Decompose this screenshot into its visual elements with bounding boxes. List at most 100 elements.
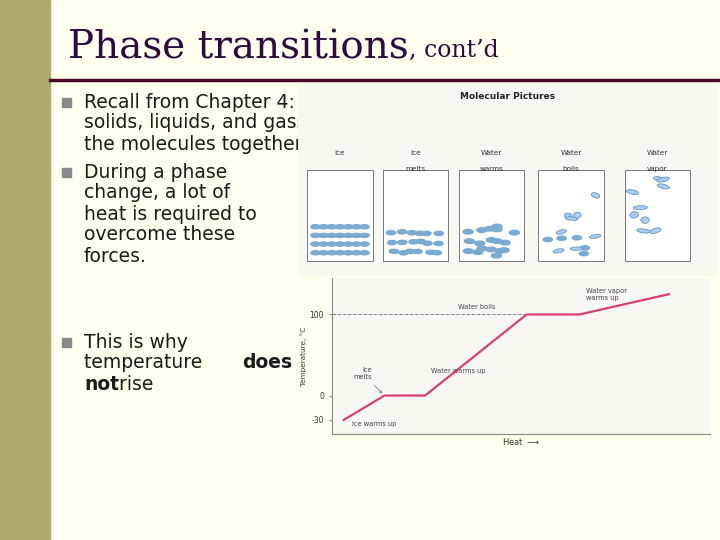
Circle shape — [327, 225, 336, 229]
Text: forces.: forces. — [84, 246, 147, 266]
Circle shape — [343, 251, 353, 255]
Text: does: does — [242, 354, 292, 373]
Text: Ice
melts: Ice melts — [354, 367, 382, 393]
Text: melts: melts — [405, 166, 426, 172]
Circle shape — [409, 240, 418, 244]
Circle shape — [499, 248, 509, 252]
Circle shape — [477, 246, 487, 251]
Circle shape — [474, 241, 485, 246]
Text: not: not — [84, 375, 119, 394]
Text: Recall from Chapter 4: the difference between: Recall from Chapter 4: the difference be… — [84, 92, 518, 111]
Circle shape — [432, 251, 441, 255]
Circle shape — [543, 238, 552, 241]
Circle shape — [464, 239, 474, 244]
Circle shape — [319, 233, 328, 238]
Bar — [624, 170, 690, 261]
Ellipse shape — [553, 249, 564, 253]
Y-axis label: Temperature, °C: Temperature, °C — [300, 327, 307, 386]
Circle shape — [434, 231, 444, 235]
Bar — [61, 338, 71, 347]
Ellipse shape — [566, 217, 578, 220]
Circle shape — [405, 249, 415, 253]
Circle shape — [397, 230, 407, 234]
Text: rise: rise — [113, 375, 153, 394]
Circle shape — [422, 231, 431, 235]
Circle shape — [390, 249, 399, 253]
Circle shape — [343, 242, 353, 246]
Circle shape — [500, 240, 510, 245]
Circle shape — [352, 233, 361, 238]
Bar — [61, 167, 71, 177]
Circle shape — [387, 240, 397, 245]
Bar — [61, 98, 71, 106]
Text: boils: boils — [562, 166, 580, 172]
Circle shape — [580, 252, 588, 256]
Circle shape — [336, 225, 345, 229]
Circle shape — [387, 231, 395, 235]
Circle shape — [311, 251, 320, 255]
Circle shape — [397, 240, 407, 245]
Ellipse shape — [657, 177, 670, 182]
Text: solids, liquids, and gasses is the: solids, liquids, and gasses is the — [84, 113, 392, 132]
Circle shape — [343, 225, 353, 229]
Text: Water: Water — [480, 150, 502, 156]
Text: Water vapor
warms up: Water vapor warms up — [585, 288, 626, 301]
Ellipse shape — [591, 193, 600, 198]
Circle shape — [485, 226, 495, 231]
Circle shape — [509, 231, 519, 235]
Circle shape — [580, 246, 590, 250]
Circle shape — [327, 251, 336, 255]
Circle shape — [492, 239, 503, 244]
Circle shape — [360, 242, 369, 246]
Circle shape — [336, 251, 345, 255]
Circle shape — [336, 242, 345, 246]
Circle shape — [408, 231, 416, 235]
Circle shape — [415, 231, 425, 235]
Circle shape — [423, 241, 432, 245]
Ellipse shape — [626, 190, 639, 194]
Circle shape — [311, 233, 320, 238]
Text: temperature: temperature — [84, 354, 208, 373]
Text: Ice warms up: Ice warms up — [352, 421, 396, 427]
Circle shape — [492, 227, 502, 232]
Bar — [459, 170, 523, 261]
Ellipse shape — [633, 206, 647, 210]
Text: , cont’d: , cont’d — [409, 38, 499, 62]
Circle shape — [319, 242, 328, 246]
Text: Water: Water — [647, 150, 667, 156]
Circle shape — [327, 233, 336, 238]
Circle shape — [495, 248, 505, 253]
Ellipse shape — [630, 212, 639, 218]
Circle shape — [487, 238, 497, 242]
Ellipse shape — [590, 234, 601, 239]
Circle shape — [416, 239, 426, 244]
Circle shape — [433, 241, 443, 246]
Circle shape — [319, 225, 328, 229]
Text: This is why: This is why — [84, 333, 188, 352]
Circle shape — [311, 242, 320, 246]
Ellipse shape — [636, 229, 650, 233]
Circle shape — [352, 242, 361, 246]
Circle shape — [311, 225, 320, 229]
Text: the molecules together . . .: the molecules together . . . — [84, 134, 338, 153]
Bar — [383, 170, 448, 261]
Ellipse shape — [641, 217, 649, 224]
X-axis label: Heat $\longrightarrow$: Heat $\longrightarrow$ — [502, 436, 539, 447]
Ellipse shape — [556, 230, 567, 234]
Circle shape — [399, 251, 408, 255]
Ellipse shape — [574, 212, 581, 218]
Circle shape — [319, 251, 328, 255]
Text: change, a lot of: change, a lot of — [84, 184, 230, 202]
Circle shape — [327, 242, 336, 246]
Text: Water boils: Water boils — [458, 304, 495, 310]
Text: Water warms up: Water warms up — [431, 368, 486, 374]
Circle shape — [477, 228, 487, 232]
Circle shape — [360, 225, 369, 229]
Bar — [0, 0, 50, 540]
Circle shape — [352, 251, 361, 255]
Bar — [307, 170, 372, 261]
Circle shape — [486, 247, 496, 252]
Text: Water: Water — [560, 150, 582, 156]
Circle shape — [352, 225, 361, 229]
Circle shape — [360, 233, 369, 238]
